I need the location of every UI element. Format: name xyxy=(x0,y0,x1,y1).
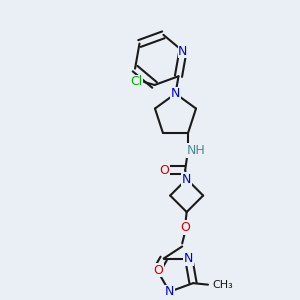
Text: N: N xyxy=(184,252,194,265)
Text: N: N xyxy=(165,285,174,298)
Text: NH: NH xyxy=(186,144,205,157)
Text: CH₃: CH₃ xyxy=(212,280,233,290)
Text: O: O xyxy=(159,164,169,177)
Text: N: N xyxy=(182,172,191,186)
Text: Cl: Cl xyxy=(130,76,143,88)
Text: N: N xyxy=(178,45,188,58)
Text: O: O xyxy=(180,221,190,234)
Text: O: O xyxy=(154,263,164,277)
Text: N: N xyxy=(171,87,180,100)
